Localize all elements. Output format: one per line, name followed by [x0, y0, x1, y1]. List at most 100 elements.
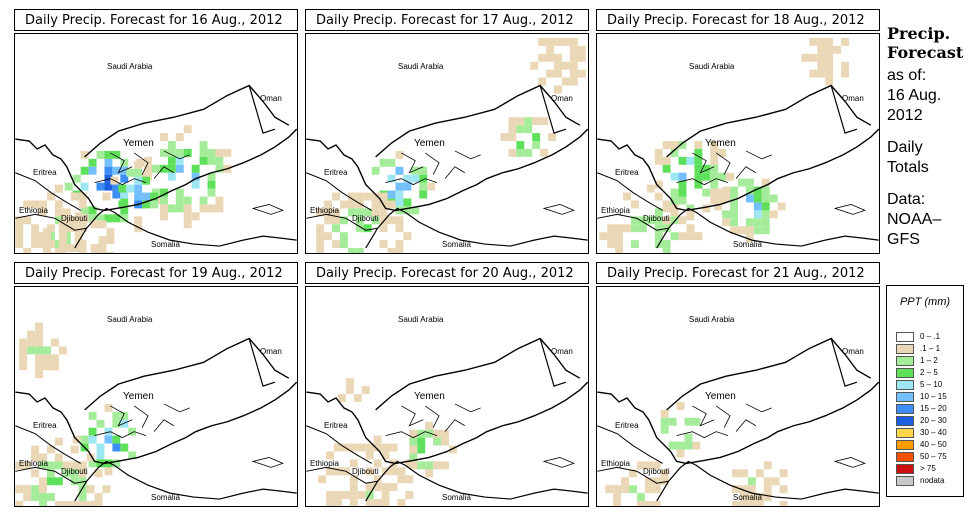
precip-cell	[730, 226, 738, 235]
precip-cell	[167, 156, 176, 165]
yemen-districts	[676, 403, 772, 439]
precip-cell	[654, 156, 663, 165]
map-label-djibouti: Djibouti	[352, 467, 379, 476]
precip-cell	[35, 362, 44, 371]
precip-cell	[175, 148, 184, 157]
precip-cell	[718, 196, 727, 205]
precip-cell	[745, 218, 754, 227]
precip-cell	[747, 493, 756, 502]
ethiopia-border	[597, 213, 669, 231]
precip-cell	[74, 212, 83, 221]
precip-cell	[126, 184, 135, 193]
coastline	[597, 381, 879, 465]
forecast-panel-4: Daily Precip. Forecast for 19 Aug., 2012…	[14, 262, 298, 507]
precip-cell	[88, 435, 97, 444]
precip-cell	[670, 141, 679, 149]
map-label-saudi: Saudi Arabia	[107, 62, 153, 71]
precip-cell	[66, 244, 75, 253]
precip-cell	[191, 180, 200, 189]
precip-cell	[569, 45, 578, 54]
map-label-ethiopia: Ethiopia	[601, 459, 630, 468]
precip-map: Saudi Arabia Oman Yemen Eritrea Ethiopia Djib…	[596, 286, 880, 507]
legend-swatch	[896, 452, 914, 462]
yemen-districts	[385, 403, 481, 439]
precip-cell	[411, 166, 420, 175]
precip-cell	[159, 164, 168, 173]
precip-cell	[31, 200, 40, 209]
precip-cell	[118, 200, 127, 209]
precip-cell	[80, 182, 89, 191]
precip-cell	[605, 485, 614, 494]
precip-cell	[628, 469, 637, 478]
precip-cell	[332, 208, 340, 217]
panel-title: Daily Precip. Forecast for 17 Aug., 2012	[305, 9, 589, 31]
precip-cell	[660, 477, 669, 486]
precip-cell	[662, 216, 671, 225]
precip-cell	[58, 228, 67, 237]
precip-cell	[106, 228, 115, 237]
precip-cell	[670, 232, 679, 241]
map-label-somalia: Somalia	[151, 240, 180, 249]
precip-cell	[554, 69, 562, 78]
precip-cell	[96, 150, 105, 159]
precip-cell	[841, 37, 849, 46]
precip-cell	[753, 218, 762, 227]
precip-cell	[387, 216, 396, 225]
precip-cell	[74, 236, 83, 245]
precip-cell	[710, 180, 719, 189]
precip-cell	[668, 417, 677, 426]
precip-cell	[761, 202, 770, 211]
yemen-border	[84, 84, 290, 158]
precip-map: Saudi Arabia Oman Yemen Eritrea Ethiopia Djib…	[14, 286, 298, 507]
precip-cell	[817, 61, 826, 70]
map-label-oman: Oman	[260, 94, 282, 103]
precip-cell	[349, 443, 358, 452]
map-label-eritrea: Eritrea	[615, 168, 639, 177]
precip-cell	[654, 232, 663, 241]
precip-cell	[66, 220, 75, 229]
precip-cell	[23, 493, 32, 502]
ethiopia-border	[15, 213, 87, 231]
precip-cell	[403, 232, 412, 241]
precip-cell	[692, 417, 701, 426]
precip-cell	[150, 192, 158, 201]
precip-cell	[676, 401, 685, 410]
precip-cell	[54, 461, 63, 470]
precip-cell	[417, 461, 426, 470]
precip-cell	[142, 200, 151, 209]
precip-cell	[678, 180, 687, 189]
precip-cell	[54, 200, 63, 209]
map-label-saudi: Saudi Arabia	[107, 315, 153, 324]
legend-label: 10 – 15	[920, 392, 947, 401]
precip-cell	[104, 427, 113, 436]
precip-cell	[710, 156, 719, 165]
precip-cell	[19, 346, 28, 355]
precip-cell	[660, 417, 669, 426]
map-label-yemen: Yemen	[414, 138, 445, 149]
precip-cell	[516, 148, 525, 157]
sidebar-data-3: GFS	[887, 231, 920, 248]
precip-cell	[104, 182, 113, 191]
map-label-ethiopia: Ethiopia	[310, 206, 339, 215]
precip-cell	[419, 174, 428, 183]
precip-cell	[15, 224, 24, 233]
precip-cell	[732, 469, 740, 478]
precip-cell	[405, 459, 414, 468]
map-label-yemen: Yemen	[705, 138, 736, 149]
precip-cell	[339, 240, 348, 249]
precip-cell	[215, 156, 224, 165]
yemen-border	[666, 337, 872, 411]
precip-cell	[702, 172, 711, 181]
yemen-border	[375, 337, 581, 411]
legend-label: .1 – 1	[920, 344, 941, 353]
precip-cell	[538, 53, 547, 62]
precip-cell	[191, 212, 200, 221]
precip-cell	[577, 45, 586, 54]
precip-cell	[524, 148, 533, 157]
precip-cell	[441, 437, 449, 446]
precip-cell	[80, 150, 89, 159]
legend-title: PPT (mm)	[899, 296, 951, 308]
precip-cell	[112, 214, 121, 223]
precip-cell	[120, 166, 129, 175]
precip-cell	[686, 232, 695, 241]
